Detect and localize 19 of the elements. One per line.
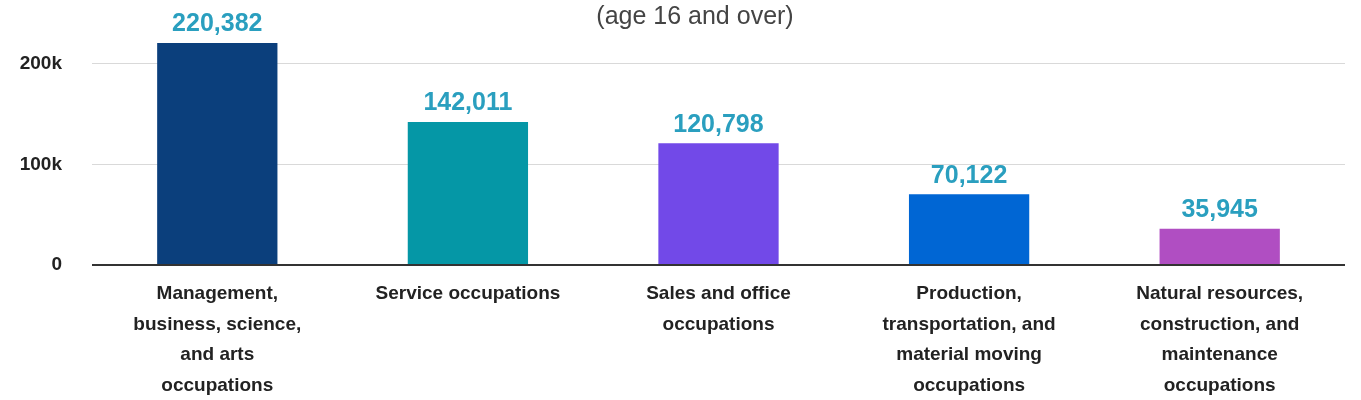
x-tick-label: Management, business, science, and arts occupations bbox=[133, 282, 302, 395]
x-tick-label: Natural resources, construction, and maintenance occupations bbox=[1136, 282, 1304, 395]
x-tick-label: Production, transportation, and material moving occupations bbox=[882, 282, 1056, 395]
data-label: 35,945 bbox=[1181, 194, 1259, 223]
bar bbox=[908, 194, 1030, 264]
y-tick-label: 100k bbox=[19, 152, 63, 174]
bar bbox=[1159, 228, 1280, 264]
bar bbox=[157, 43, 278, 264]
y-tick-label: 0 bbox=[51, 253, 62, 275]
bar bbox=[658, 143, 779, 264]
bar bbox=[407, 121, 529, 264]
data-label: 70,122 bbox=[930, 159, 1008, 188]
x-tick-label: Service occupations bbox=[375, 282, 561, 304]
x-tick-label: Sales and office occupations bbox=[646, 282, 791, 334]
data-label: 220,382 bbox=[172, 8, 263, 37]
data-label: 142,011 bbox=[423, 87, 513, 116]
chart-title: (age 16 and over) bbox=[596, 1, 794, 30]
y-tick-label: 200k bbox=[19, 51, 63, 73]
data-label: 120,798 bbox=[673, 108, 764, 137]
